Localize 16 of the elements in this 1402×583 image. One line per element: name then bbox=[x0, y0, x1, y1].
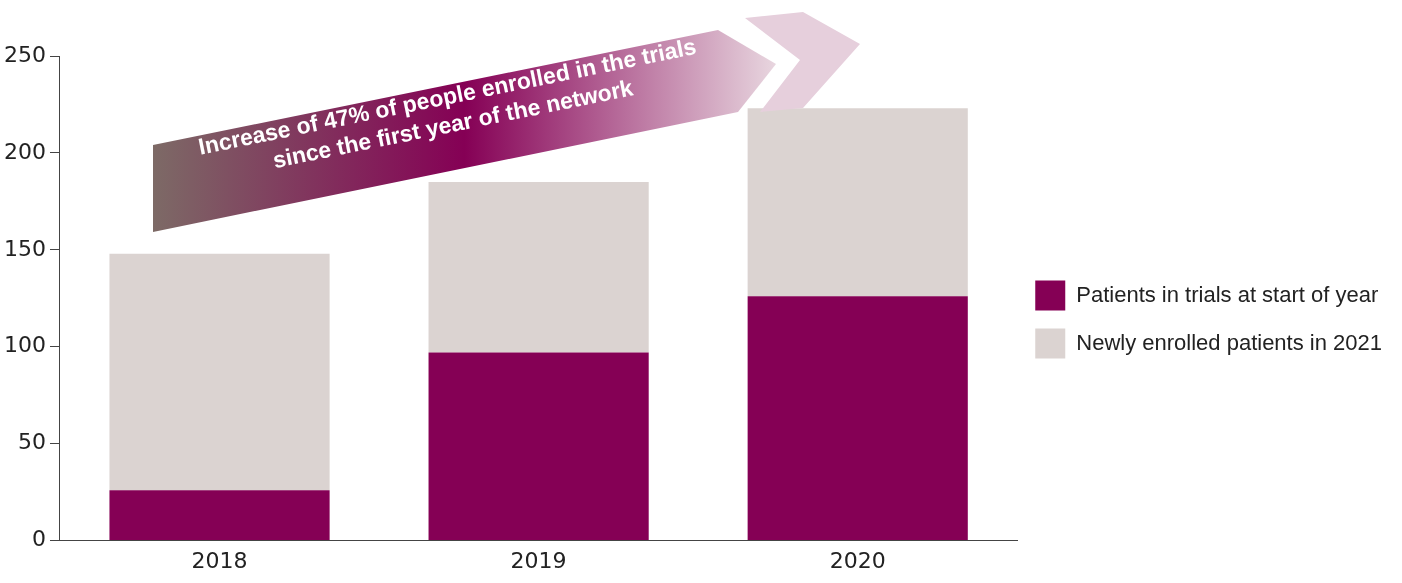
legend-label: Patients in trials at start of year bbox=[1076, 281, 1379, 307]
y-tick-label: 250 bbox=[3, 41, 46, 67]
bar bbox=[109, 253, 330, 491]
y-tick-label: 200 bbox=[3, 138, 46, 164]
y-tick-label: 50 bbox=[17, 429, 46, 455]
x-tick-label: 2019 bbox=[510, 547, 567, 573]
y-tick-label: 150 bbox=[3, 235, 46, 261]
x-tick-label: 2020 bbox=[829, 547, 886, 573]
bar bbox=[428, 352, 649, 541]
bar bbox=[747, 296, 968, 541]
legend-label: Newly enrolled patients in 2021 bbox=[1076, 329, 1383, 355]
y-tick-label: 100 bbox=[3, 332, 46, 358]
bar bbox=[109, 490, 330, 541]
x-tick-label: 2018 bbox=[191, 547, 248, 573]
annotation: Increase of 47% of people enrolled in the trials since the first year of the network bbox=[195, 31, 700, 176]
y-tick-label: 0 bbox=[31, 526, 46, 552]
